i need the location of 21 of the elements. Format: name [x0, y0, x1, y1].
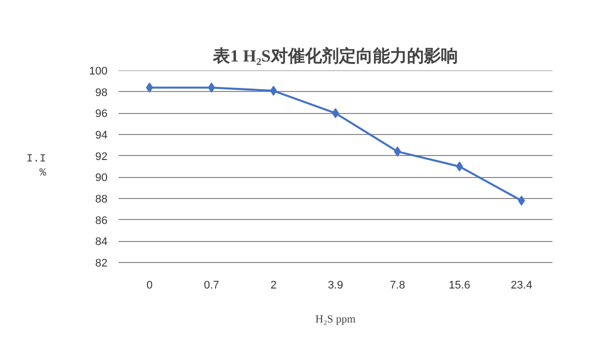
x-tick-label: 2: [270, 280, 277, 292]
y-tick-label: 92: [95, 150, 108, 163]
x-tick-label: 7.8: [390, 280, 406, 292]
x-tick-label: 3.9: [328, 280, 344, 292]
y-tick-label: 98: [95, 86, 108, 99]
y-tick-label: 88: [95, 194, 108, 206]
y-tick-label: 94: [95, 130, 108, 142]
point: [456, 162, 463, 172]
y-tick-label: 90: [95, 172, 108, 184]
y-tick-label: 86: [95, 214, 108, 227]
x-tick-label: 0: [146, 280, 153, 292]
x-axis-title: H₂S ppm: [315, 314, 356, 326]
y-tick-label: 96: [95, 108, 108, 120]
x-tick-label: 0.7: [204, 280, 220, 292]
x-tick-label: 15.6: [448, 280, 470, 292]
y-tick-label: 84: [95, 236, 108, 248]
y-tick-label: 82: [95, 258, 108, 270]
x-tick-label: 23.4: [510, 280, 532, 292]
chart-title: 表1 H₂S对催化剂定向能力的影响: [212, 46, 458, 66]
y-axis-title: I.I %: [26, 153, 47, 180]
y-tick-label: 100: [89, 66, 108, 78]
